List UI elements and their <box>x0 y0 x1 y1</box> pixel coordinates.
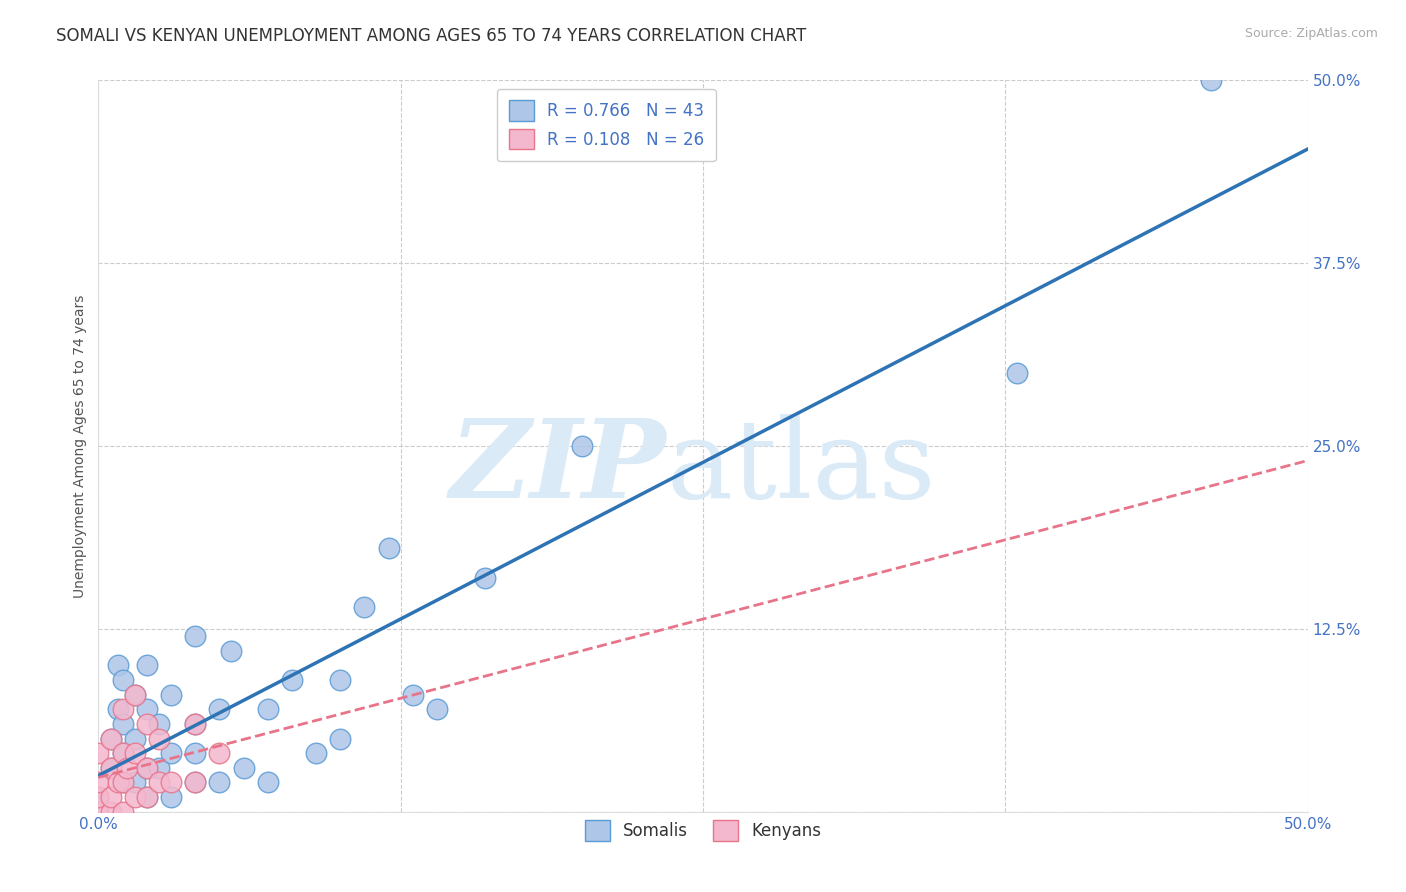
Point <box>111 775 134 789</box>
Point <box>184 775 207 789</box>
Point <box>111 702 134 716</box>
Point <box>160 688 183 702</box>
Point <box>87 790 110 805</box>
Point <box>1199 73 1222 87</box>
Point <box>100 761 122 775</box>
Point <box>135 658 157 673</box>
Point <box>124 688 146 702</box>
Point <box>1007 366 1029 380</box>
Point <box>184 717 207 731</box>
Text: ZIP: ZIP <box>450 414 666 522</box>
Text: atlas: atlas <box>666 415 936 522</box>
Point <box>135 790 157 805</box>
Point <box>100 731 122 746</box>
Point <box>160 775 183 789</box>
Point <box>148 761 170 775</box>
Point <box>111 746 134 760</box>
Point <box>107 702 129 716</box>
Point <box>208 746 231 760</box>
Point <box>100 790 122 805</box>
Point <box>184 717 207 731</box>
Point <box>124 775 146 789</box>
Point <box>329 673 352 687</box>
Point <box>256 702 278 716</box>
Point <box>402 688 425 702</box>
Legend: Somalis, Kenyans: Somalis, Kenyans <box>578 814 828 847</box>
Point <box>135 717 157 731</box>
Point <box>329 731 352 746</box>
Point <box>124 746 146 760</box>
Point <box>305 746 328 760</box>
Point <box>107 658 129 673</box>
Point <box>107 775 129 789</box>
Point <box>571 439 593 453</box>
Point <box>87 790 110 805</box>
Point <box>100 761 122 775</box>
Point <box>377 541 399 556</box>
Point <box>148 731 170 746</box>
Point <box>111 805 134 819</box>
Point <box>184 775 207 789</box>
Point <box>117 761 139 775</box>
Point <box>135 790 157 805</box>
Point <box>124 731 146 746</box>
Y-axis label: Unemployment Among Ages 65 to 74 years: Unemployment Among Ages 65 to 74 years <box>73 294 87 598</box>
Point <box>426 702 449 716</box>
Point <box>232 761 254 775</box>
Point <box>184 629 207 643</box>
Point <box>111 775 134 789</box>
Text: SOMALI VS KENYAN UNEMPLOYMENT AMONG AGES 65 TO 74 YEARS CORRELATION CHART: SOMALI VS KENYAN UNEMPLOYMENT AMONG AGES… <box>56 27 807 45</box>
Point <box>148 775 170 789</box>
Point <box>87 746 110 760</box>
Point <box>111 717 134 731</box>
Point <box>281 673 304 687</box>
Point <box>184 746 207 760</box>
Point <box>100 805 122 819</box>
Point <box>135 702 157 716</box>
Point <box>135 761 157 775</box>
Point <box>87 775 110 789</box>
Point <box>353 599 375 614</box>
Point <box>135 761 157 775</box>
Point <box>100 731 122 746</box>
Point <box>87 805 110 819</box>
Point <box>221 644 243 658</box>
Text: Source: ZipAtlas.com: Source: ZipAtlas.com <box>1244 27 1378 40</box>
Point <box>208 775 231 789</box>
Point <box>256 775 278 789</box>
Point <box>124 688 146 702</box>
Point <box>111 746 134 760</box>
Point <box>208 702 231 716</box>
Point <box>124 790 146 805</box>
Point <box>111 673 134 687</box>
Point <box>148 717 170 731</box>
Point <box>160 790 183 805</box>
Point <box>160 746 183 760</box>
Point <box>474 571 496 585</box>
